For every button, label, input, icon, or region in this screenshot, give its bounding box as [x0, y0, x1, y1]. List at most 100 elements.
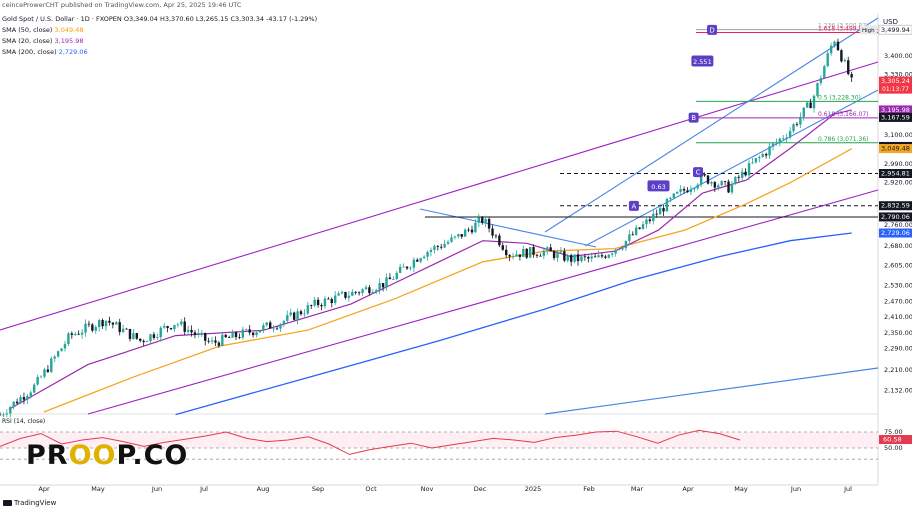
candle-body	[508, 255, 511, 257]
candle-body	[125, 328, 128, 330]
candle-body	[340, 292, 344, 294]
sma20-line	[8, 109, 852, 410]
candle-body	[190, 329, 193, 333]
fib-label-1: 1.618 (3,499.94)	[818, 25, 868, 32]
candle-body	[251, 332, 255, 336]
x-tick-5: Sep	[312, 485, 324, 493]
candle-body	[730, 183, 734, 193]
candle-body	[70, 333, 74, 335]
candle-body	[741, 171, 744, 178]
candle-body	[330, 299, 333, 304]
candle-body	[183, 321, 186, 332]
candle-body	[621, 248, 624, 250]
candle-body	[56, 351, 60, 357]
candle-body	[450, 237, 453, 242]
y-tick-7: 2,605.00	[884, 262, 912, 270]
x-tick-11: Mar	[631, 485, 644, 493]
price-tag-extra-0: High	[862, 28, 875, 34]
candle-body	[347, 295, 351, 298]
candle-body	[624, 240, 628, 249]
candle-body	[487, 218, 491, 229]
watermark-logo: PROOP.CO	[26, 440, 189, 471]
rsi-level-70: 75.00	[884, 428, 903, 436]
candle-body	[631, 234, 634, 236]
candle-body	[713, 182, 717, 188]
candle-body	[662, 208, 665, 212]
tradingview-logo[interactable]: TradingView	[3, 499, 56, 507]
candle-body	[12, 401, 15, 408]
candle-body	[159, 327, 162, 338]
price-tag-2	[879, 105, 912, 115]
candle-body	[337, 293, 340, 296]
candle-body	[135, 333, 139, 339]
candle-body	[453, 236, 457, 238]
candle-body	[176, 324, 180, 326]
candle-body	[426, 252, 429, 257]
candle-body	[799, 116, 802, 125]
ratio-label-0: 0.63	[651, 183, 665, 191]
channel-mid-blue	[584, 89, 879, 247]
candle-body	[792, 124, 795, 132]
candle-body	[142, 340, 145, 343]
candle-body	[587, 256, 590, 259]
fib-label-3: 0.618 (3,166.07)	[818, 111, 868, 118]
price-tag-3	[879, 112, 912, 122]
sma20-legend[interactable]: SMA (20, close) 3,195.98	[2, 37, 84, 45]
candle-body	[696, 184, 699, 189]
candle-body	[361, 289, 364, 294]
price-tag-label-5: 3,049.48	[881, 145, 910, 153]
candle-body	[320, 305, 323, 307]
candle-body	[351, 291, 354, 296]
candle-body	[392, 279, 395, 280]
candle-body	[422, 256, 426, 259]
currency-label[interactable]: USD	[883, 18, 898, 26]
candle-body	[484, 218, 487, 223]
candle-body	[474, 222, 477, 233]
candle-body	[604, 256, 607, 258]
candle-body	[128, 328, 132, 339]
candle-body	[269, 322, 272, 329]
candle-body	[429, 249, 433, 253]
candle-body	[364, 287, 368, 290]
candle-body	[795, 124, 799, 126]
downtrend-line	[419, 208, 597, 248]
candle-body	[518, 254, 522, 257]
candle-body	[532, 247, 535, 255]
candle-body	[43, 369, 46, 377]
candle-body	[36, 376, 39, 385]
candle-body	[313, 299, 316, 306]
candle-body	[782, 138, 785, 140]
sma200-legend[interactable]: SMA (200, close) 2,729.06	[2, 48, 88, 56]
candle-body	[248, 329, 251, 333]
candle-body	[669, 197, 672, 199]
candle-body	[788, 131, 792, 138]
candle-body	[703, 174, 706, 176]
candle-body	[682, 189, 686, 191]
candle-body	[118, 322, 121, 333]
candle-body	[785, 137, 788, 139]
candle-body	[747, 163, 751, 176]
candle-body	[583, 256, 587, 258]
candle-body	[597, 255, 600, 258]
candle-body	[771, 143, 775, 147]
candle-body	[467, 229, 470, 231]
candle-body	[546, 247, 549, 251]
price-tag-label-9: 2,729.06	[881, 229, 910, 237]
candle-body	[238, 337, 241, 338]
candle-body	[778, 138, 782, 143]
candle-body	[847, 60, 850, 75]
candle-body	[344, 292, 347, 298]
candle-body	[405, 266, 409, 269]
candle-body	[224, 334, 227, 338]
candle-body	[679, 189, 682, 192]
candle-body	[614, 249, 617, 254]
candle-body	[357, 292, 361, 294]
candle-body	[5, 413, 9, 415]
symbol-title[interactable]: Gold Spot / U.S. Dollar · 1D · FXOPEN	[2, 15, 122, 23]
candle-body	[91, 324, 94, 331]
candle-body	[491, 228, 494, 236]
y-tick-11: 2,350.00	[884, 329, 912, 337]
candle-body	[549, 247, 552, 252]
sma50-legend[interactable]: SMA (50, close) 3,049.48	[2, 26, 84, 34]
y-tick-2: 3,100.00	[884, 131, 912, 139]
